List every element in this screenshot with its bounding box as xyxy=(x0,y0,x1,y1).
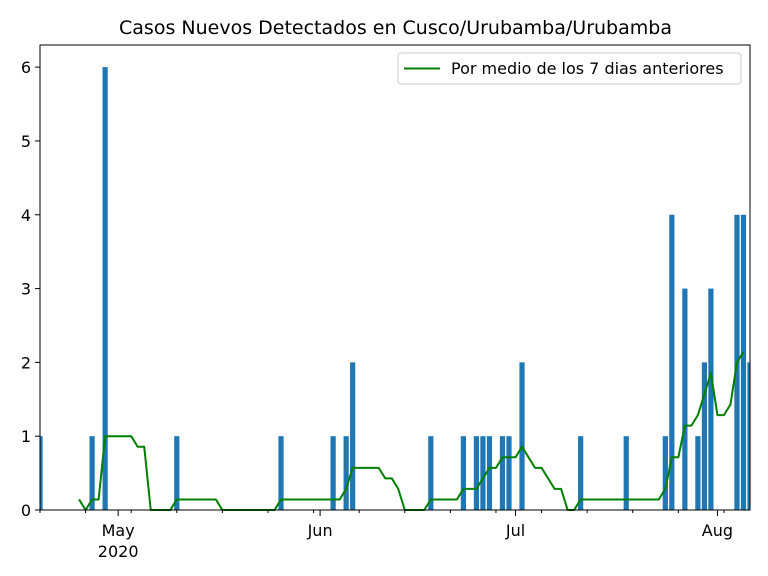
bar xyxy=(343,436,349,510)
x-tick-label: Jun xyxy=(307,521,333,540)
bar xyxy=(174,436,180,510)
y-tick-label: 3 xyxy=(21,280,31,299)
x-tick-sublabel: 2020 xyxy=(98,542,139,561)
legend-label: Por medio de los 7 dias anteriores xyxy=(451,59,724,78)
chart-title: Casos Nuevos Detectados en Cusco/Urubamb… xyxy=(119,17,672,39)
bar xyxy=(506,436,512,510)
bars-layer xyxy=(40,67,750,511)
x-tick-label: Jul xyxy=(505,521,525,540)
bar xyxy=(701,362,708,510)
y-tick-label: 5 xyxy=(21,132,31,151)
y-tick-label: 4 xyxy=(21,206,31,225)
bar xyxy=(499,436,506,510)
bar xyxy=(708,288,714,510)
x-tick-label: May xyxy=(102,521,135,540)
bar xyxy=(350,362,356,510)
bar xyxy=(578,436,584,510)
x-tick-label: Aug xyxy=(702,521,733,540)
y-tick-label: 1 xyxy=(21,427,31,446)
bar xyxy=(40,436,43,510)
y-tick-label: 6 xyxy=(21,58,31,77)
bar xyxy=(695,436,701,510)
bar xyxy=(473,436,480,510)
bar xyxy=(278,436,284,510)
bar xyxy=(486,436,493,510)
plot-frame xyxy=(39,44,751,511)
y-tick-label: 2 xyxy=(21,353,31,372)
bar xyxy=(460,436,466,510)
bar xyxy=(740,214,747,510)
legend: Por medio de los 7 dias anteriores xyxy=(397,52,742,85)
bar xyxy=(102,67,108,511)
axes-layer: 0 1 2 3 4 5 6 May 2020 Jun Jul Aug xyxy=(21,44,751,561)
bar xyxy=(330,436,336,510)
bar xyxy=(669,214,675,510)
bar xyxy=(428,436,434,510)
bar xyxy=(747,362,750,510)
bar xyxy=(89,436,95,510)
legend-box xyxy=(397,52,742,85)
y-tick-label: 0 xyxy=(21,501,31,520)
bar xyxy=(480,436,486,510)
bar xyxy=(519,362,525,510)
bar xyxy=(662,436,668,510)
bar xyxy=(682,288,688,510)
bar xyxy=(623,436,629,510)
